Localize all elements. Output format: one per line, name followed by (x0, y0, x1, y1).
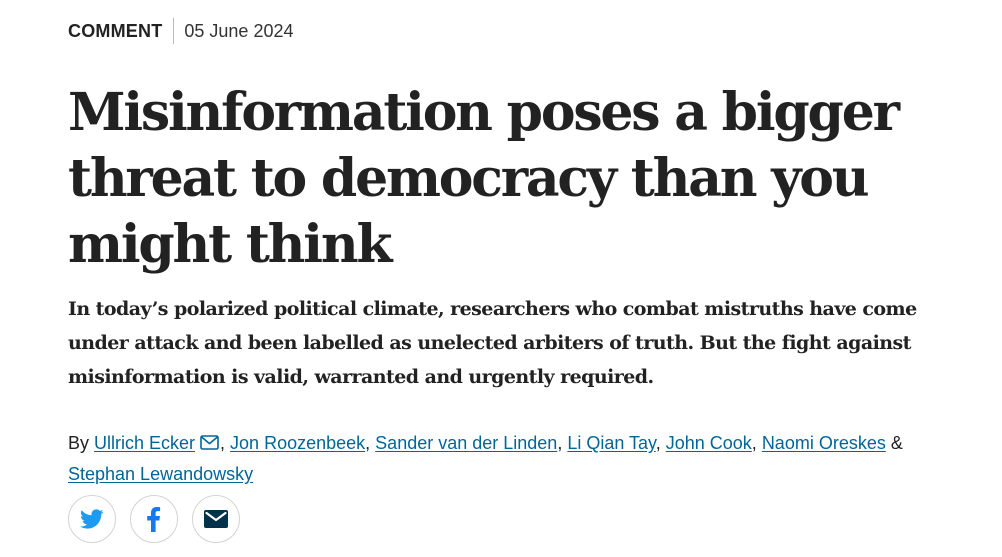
author-separator: , (751, 433, 762, 453)
share-twitter-button[interactable] (68, 495, 116, 543)
author-separator: , (220, 433, 231, 453)
publication-date: 05 June 2024 (184, 20, 294, 41)
byline-prefix: By (68, 433, 95, 453)
meta-divider (173, 18, 175, 44)
share-email-button[interactable] (192, 495, 240, 543)
author-link[interactable]: Stephan Lewandowsky (68, 464, 254, 484)
email-icon[interactable] (200, 435, 219, 450)
email-icon (204, 510, 228, 528)
article-standfirst: In today’s polarized political climate, … (68, 298, 917, 388)
share-facebook-button[interactable] (130, 495, 178, 543)
author-link[interactable]: John Cook (665, 433, 752, 453)
author-link[interactable]: Jon Roozenbeek (230, 433, 366, 453)
twitter-icon (80, 509, 104, 529)
author-link[interactable]: Sander van der Linden (375, 433, 558, 453)
author-link[interactable]: Li Qian Tay (567, 433, 656, 453)
author-separator: , (365, 433, 376, 453)
share-buttons (68, 495, 240, 543)
facebook-icon (147, 507, 161, 532)
article-title: Misinformation poses a bigger threat to … (68, 82, 900, 275)
author-separator: , (557, 433, 568, 453)
author-link[interactable]: Naomi Oreskes (761, 433, 886, 453)
article-meta: COMMENT 05 June 2024 (68, 18, 294, 44)
author-last-separator: & (885, 433, 903, 453)
article-type-label: COMMENT (68, 20, 163, 41)
author-link[interactable]: Ullrich Ecker (94, 433, 196, 453)
author-list: By Ullrich Ecker, Jon Roozenbeek, Sander… (68, 428, 948, 490)
author-separator: , (655, 433, 666, 453)
